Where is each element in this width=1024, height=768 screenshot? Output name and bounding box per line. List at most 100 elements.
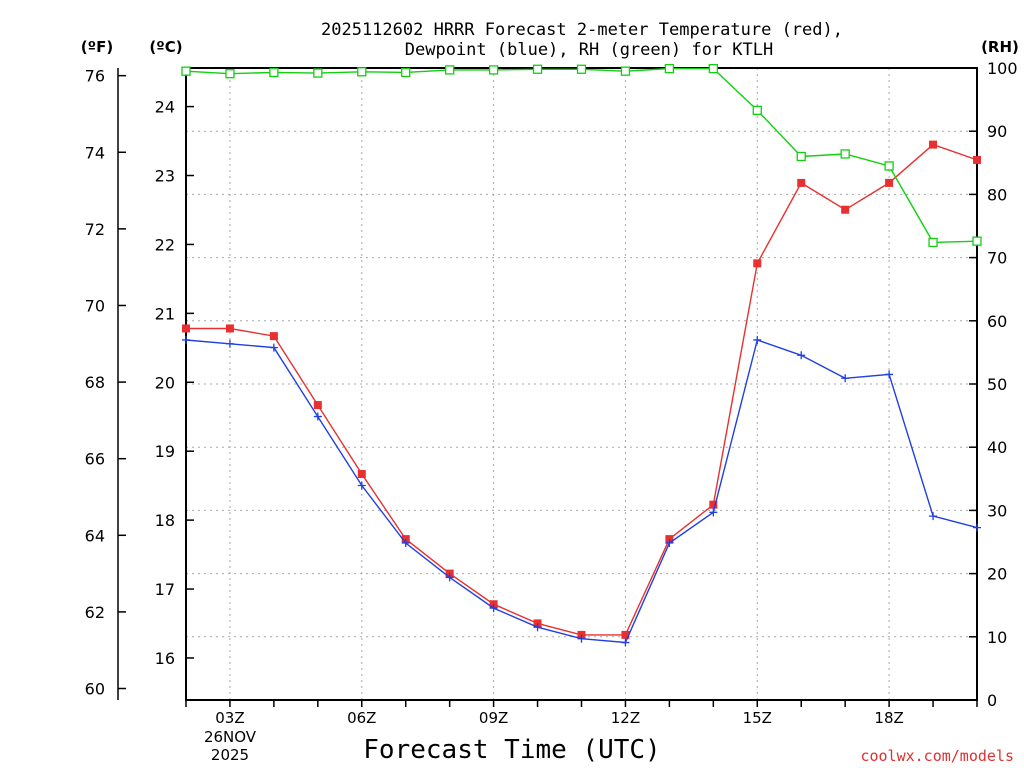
celsius-tick-label: 21 bbox=[155, 304, 175, 323]
series-layer bbox=[181, 63, 982, 647]
temperature-point bbox=[841, 205, 850, 214]
temperature-point bbox=[929, 140, 938, 149]
fahrenheit-tick-label: 64 bbox=[85, 526, 105, 545]
celsius-tick-label: 17 bbox=[155, 580, 175, 599]
temperature-point bbox=[753, 259, 762, 268]
dewpoint-point bbox=[401, 538, 410, 547]
celsius-tick-label: 18 bbox=[155, 511, 175, 530]
rh-point bbox=[972, 236, 982, 246]
temperature-point bbox=[357, 470, 366, 479]
rh-point bbox=[488, 65, 499, 75]
temperature-point bbox=[225, 324, 234, 333]
rh-point bbox=[576, 64, 587, 74]
fahrenheit-tick-label: 60 bbox=[85, 680, 105, 699]
dewpoint-point bbox=[182, 335, 190, 344]
dewpoint-point bbox=[665, 538, 674, 547]
dewpoint-point bbox=[225, 339, 234, 348]
dewpoint-point bbox=[929, 512, 938, 521]
rh-point bbox=[445, 65, 455, 75]
unit-label-celsius: (ºC) bbox=[149, 38, 182, 56]
dewpoint-point bbox=[489, 604, 498, 613]
temperature-point bbox=[182, 324, 190, 333]
rh-tick-label: 80 bbox=[987, 185, 1007, 204]
rh-tick-label: 60 bbox=[987, 312, 1007, 331]
temperature-point bbox=[885, 178, 894, 187]
rh-tick-label: 40 bbox=[987, 438, 1007, 457]
x-tick-label: 03Z bbox=[215, 709, 244, 727]
fahrenheit-tick-label: 76 bbox=[85, 67, 105, 86]
rh-tick-label: 10 bbox=[987, 628, 1007, 647]
x-tick-label: 06Z bbox=[347, 709, 376, 727]
rh-point bbox=[884, 161, 894, 171]
x-tick-label: 15Z bbox=[743, 709, 772, 727]
rh-point bbox=[225, 69, 235, 79]
dewpoint-point bbox=[577, 634, 586, 643]
temperature-point bbox=[973, 155, 981, 164]
dewpoint-point bbox=[709, 508, 718, 517]
fahrenheit-tick-label: 68 bbox=[85, 373, 105, 392]
rh-point bbox=[269, 67, 279, 78]
celsius-tick-label: 24 bbox=[155, 98, 175, 117]
rh-point bbox=[664, 63, 675, 74]
axes-layer: 60 62 64 66 68 70 72 74 76 16 17 18 19 20 21 22 23 24 0 10 2… bbox=[85, 59, 1018, 727]
chart-title-line2: Dewpoint (blue), RH (green) for KTLH bbox=[405, 40, 773, 60]
rh-point bbox=[840, 149, 850, 159]
date-label-year: 2025 bbox=[211, 746, 249, 764]
x-axis-title: Forecast Time (UTC) bbox=[363, 735, 660, 765]
celsius-tick-label: 20 bbox=[155, 373, 175, 392]
dewpoint-point bbox=[753, 335, 762, 344]
celsius-tick-label: 16 bbox=[155, 649, 175, 668]
chart-title-line1: 2025112602 HRRR Forecast 2-meter Tempera… bbox=[321, 20, 843, 40]
dewpoint-point bbox=[973, 523, 981, 532]
date-label-day: 26NOV bbox=[204, 728, 257, 746]
temperature-point bbox=[797, 178, 806, 187]
fahrenheit-tick-label: 66 bbox=[85, 450, 105, 469]
rh-point bbox=[752, 105, 762, 115]
fahrenheit-tick-label: 70 bbox=[85, 296, 105, 315]
temperature-point bbox=[313, 401, 322, 410]
fahrenheit-tick-label: 74 bbox=[85, 143, 105, 162]
rh-line bbox=[185, 67, 978, 244]
temperature-line bbox=[186, 143, 978, 636]
rh-tick-label: 100 bbox=[987, 59, 1018, 78]
dewpoint-point bbox=[445, 573, 454, 582]
dewpoint-point bbox=[797, 351, 806, 360]
rh-tick-label: 50 bbox=[987, 375, 1007, 394]
rh-tick-label: 0 bbox=[987, 691, 997, 710]
rh-point bbox=[928, 237, 938, 248]
temperature-point bbox=[269, 332, 278, 341]
dewpoint-point bbox=[269, 343, 278, 352]
rh-point bbox=[532, 64, 543, 74]
rh-point bbox=[620, 66, 631, 76]
fahrenheit-tick-label: 62 bbox=[85, 603, 105, 622]
unit-label-rh: (RH) bbox=[981, 38, 1019, 56]
credit-text: coolwx.com/models bbox=[860, 747, 1014, 765]
dewpoint-point bbox=[621, 638, 630, 647]
dewpoint-point bbox=[313, 412, 322, 421]
fahrenheit-tick-label: 72 bbox=[85, 220, 105, 239]
dewpoint-point bbox=[841, 374, 850, 383]
rh-tick-label: 30 bbox=[987, 501, 1007, 520]
x-tick-label: 12Z bbox=[611, 709, 640, 727]
celsius-tick-label: 22 bbox=[155, 235, 175, 254]
celsius-tick-label: 19 bbox=[155, 442, 175, 461]
rh-tick-label: 70 bbox=[987, 249, 1007, 268]
dewpoint-point bbox=[357, 481, 366, 490]
rh-point bbox=[708, 63, 718, 74]
dewpoint-point bbox=[885, 370, 894, 379]
temperature-point bbox=[709, 500, 718, 509]
x-tick-label: 09Z bbox=[479, 709, 508, 727]
temperature-point bbox=[621, 630, 630, 639]
rh-point bbox=[401, 67, 411, 78]
rh-point bbox=[313, 68, 323, 78]
rh-point bbox=[357, 67, 367, 77]
rh-point bbox=[796, 151, 806, 162]
rh-point bbox=[181, 66, 191, 76]
x-tick-label: 18Z bbox=[874, 709, 903, 727]
unit-label-fahrenheit: (ºF) bbox=[81, 38, 113, 56]
dewpoint-point bbox=[533, 623, 542, 632]
celsius-tick-label: 23 bbox=[155, 167, 175, 186]
rh-tick-label: 20 bbox=[987, 565, 1007, 584]
rh-tick-label: 90 bbox=[987, 122, 1007, 141]
